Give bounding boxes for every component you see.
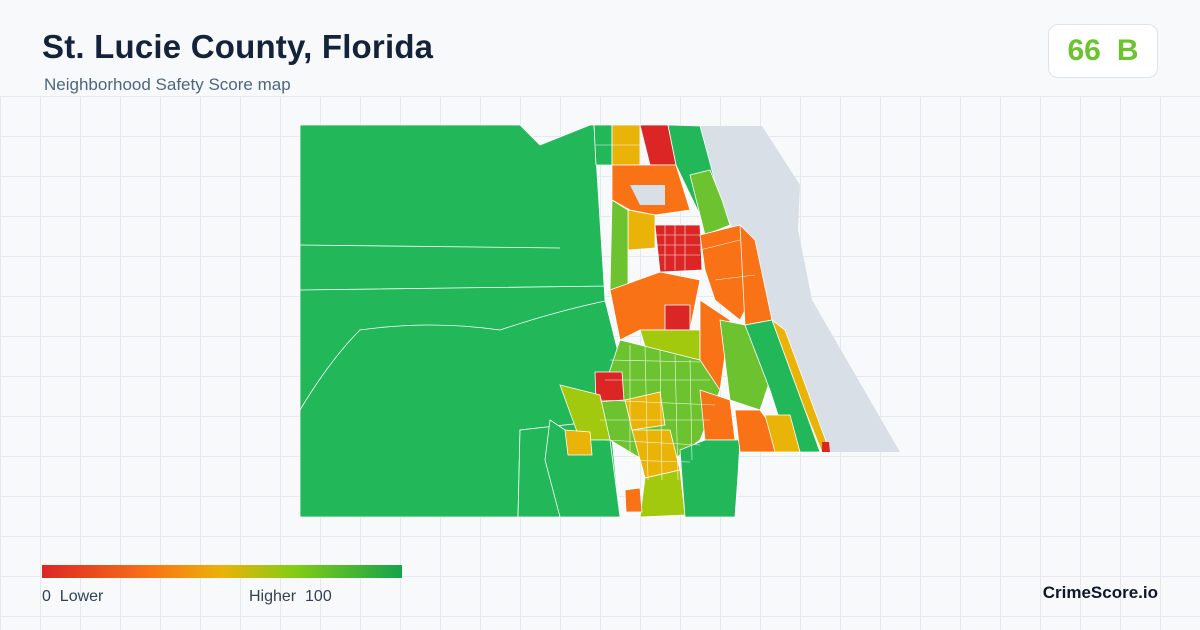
score-value: 66: [1067, 34, 1101, 67]
region-psl-south-green[interactable]: [679, 439, 741, 518]
region-psl-south-orange[interactable]: [624, 487, 643, 513]
region-downtown-red[interactable]: [654, 224, 703, 273]
legend-min-label: Lower: [59, 588, 104, 605]
region-airport-gap: [630, 185, 665, 205]
legend-min-value: 0: [42, 588, 51, 605]
legend-min: 0 Lower: [42, 588, 103, 606]
page-title: St. Lucie County, Florida: [42, 28, 434, 65]
region-north-lime[interactable]: [689, 169, 731, 236]
region-central-red[interactable]: [664, 304, 691, 331]
legend-max-label: Higher: [249, 588, 297, 605]
region-se-yellow[interactable]: [764, 414, 801, 453]
score-grade: B: [1116, 34, 1139, 67]
atlantic-water: [700, 126, 900, 452]
region-psl-red[interactable]: [594, 371, 625, 403]
region-east-lime[interactable]: [719, 319, 771, 411]
safety-score-badge: 66 B: [1048, 24, 1158, 78]
region-north-west-yellow[interactable]: [627, 209, 656, 251]
region-west-rural[interactable]: [299, 124, 621, 518]
page-subtitle: Neighborhood Safety Score map: [44, 75, 291, 94]
neighborhood-boundaries: [596, 144, 756, 481]
brand-logo-text: CrimeScore.io: [1042, 583, 1158, 602]
west-boundary-line: [299, 244, 611, 411]
region-downtown-lime[interactable]: [609, 199, 629, 291]
legend-gradient-bar: [42, 565, 402, 578]
legend-max: Higher 100: [249, 588, 332, 606]
region-psl-yellow-3[interactable]: [564, 429, 593, 456]
legend-max-value: 100: [305, 588, 332, 605]
region-south-red-dot[interactable]: [822, 442, 830, 452]
